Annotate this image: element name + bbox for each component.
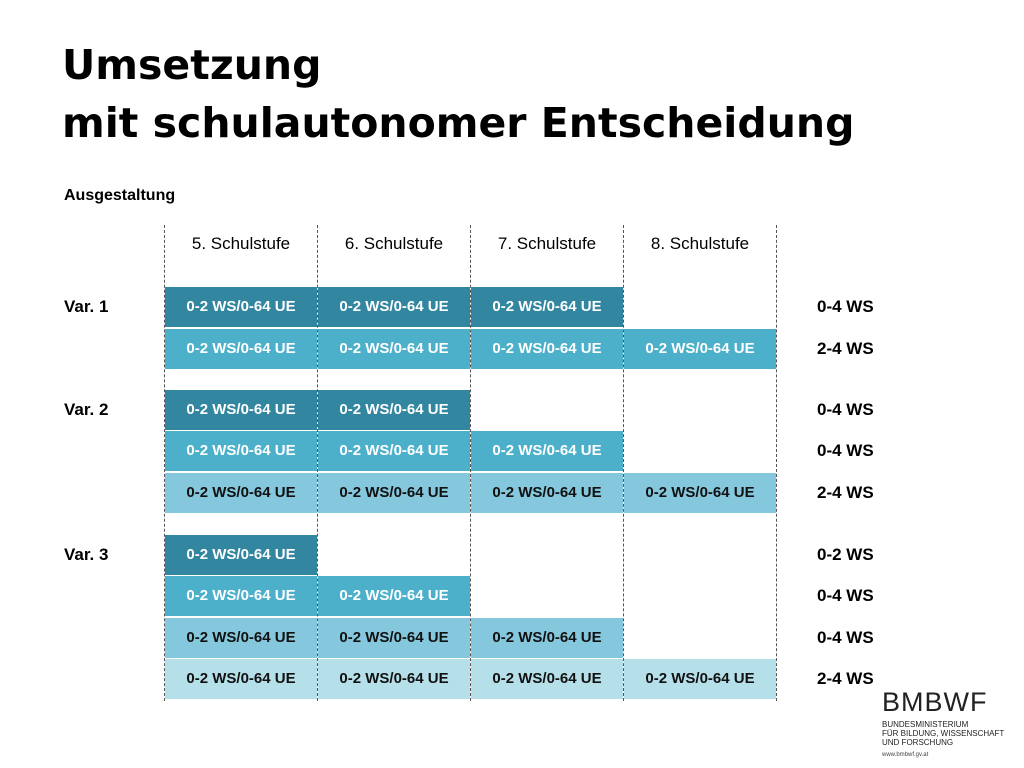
variant-label-3: Var. 3 [64, 545, 109, 564]
schedule-cell: 0-2 WS/0-64 UE [165, 659, 317, 699]
row-total: 2-4 WS [817, 339, 874, 358]
row-total: 0-4 WS [817, 297, 874, 316]
logo-wordmark: BMBWF [882, 687, 988, 717]
logo-url: www.bmbwf.gv.at [882, 752, 929, 758]
row-total: 0-2 WS [817, 545, 874, 564]
column-divider [623, 225, 624, 701]
schedule-cell: 0-2 WS/0-64 UE [471, 287, 623, 327]
schedule-cell: 0-2 WS/0-64 UE [471, 431, 623, 471]
column-header-5: 5. Schulstufe [191, 234, 291, 253]
schedule-cell: 0-2 WS/0-64 UE [318, 431, 470, 471]
schedule-cell: 0-2 WS/0-64 UE [165, 535, 317, 575]
schedule-cell: 0-2 WS/0-64 UE [624, 329, 776, 369]
row-total: 0-4 WS [817, 400, 874, 419]
title-line-2: mit schulautonomer Entscheidung [62, 99, 855, 147]
schedule-cell: 0-2 WS/0-64 UE [624, 473, 776, 513]
schedule-cell: 0-2 WS/0-64 UE [318, 576, 470, 616]
column-divider [776, 225, 777, 701]
logo-subtitle: BUNDESMINISTERIUM FÜR BILDUNG, WISSENSCH… [882, 720, 1004, 747]
column-header-6: 6. Schulstufe [344, 234, 444, 253]
schedule-cell: 0-2 WS/0-64 UE [165, 473, 317, 513]
column-header-8: 8. Schulstufe [650, 234, 750, 253]
schedule-cell: 0-2 WS/0-64 UE [165, 431, 317, 471]
bmbwf-logo: BMBWF BUNDESMINISTERIUM FÜR BILDUNG, WIS… [882, 688, 1004, 758]
row-total: 0-4 WS [817, 441, 874, 460]
schedule-cell: 0-2 WS/0-64 UE [165, 329, 317, 369]
schedule-cell: 0-2 WS/0-64 UE [624, 659, 776, 699]
schedule-cell: 0-2 WS/0-64 UE [471, 329, 623, 369]
row-total: 0-4 WS [817, 628, 874, 647]
title-line-1: Umsetzung [62, 41, 322, 89]
schedule-cell: 0-2 WS/0-64 UE [165, 287, 317, 327]
row-total: 0-4 WS [817, 586, 874, 605]
schedule-cell: 0-2 WS/0-64 UE [318, 618, 470, 658]
variant-label-1: Var. 1 [64, 297, 109, 316]
schedule-cell: 0-2 WS/0-64 UE [165, 618, 317, 658]
slide-title: Umsetzung mit schulautonomer Entscheidun… [62, 36, 854, 152]
schedule-cell: 0-2 WS/0-64 UE [471, 618, 623, 658]
schedule-cell: 0-2 WS/0-64 UE [318, 287, 470, 327]
section-heading: Ausgestaltung [64, 187, 176, 204]
schedule-cell: 0-2 WS/0-64 UE [318, 659, 470, 699]
row-total: 2-4 WS [817, 669, 874, 688]
schedule-cell: 0-2 WS/0-64 UE [165, 390, 317, 430]
column-divider [317, 225, 318, 701]
schedule-cell: 0-2 WS/0-64 UE [471, 659, 623, 699]
column-header-7: 7. Schulstufe [497, 234, 597, 253]
schedule-cell: 0-2 WS/0-64 UE [318, 390, 470, 430]
variant-label-2: Var. 2 [64, 400, 109, 419]
column-divider [470, 225, 471, 701]
schedule-cell: 0-2 WS/0-64 UE [318, 329, 470, 369]
schedule-cell: 0-2 WS/0-64 UE [318, 473, 470, 513]
column-divider [164, 225, 165, 701]
logo-subtitle-line: UND FORSCHUNG [882, 738, 954, 747]
row-total: 2-4 WS [817, 483, 874, 502]
logo-subtitle-line: FÜR BILDUNG, WISSENSCHAFT [882, 729, 1005, 738]
logo-subtitle-line: BUNDESMINISTERIUM [882, 720, 969, 729]
schedule-cell: 0-2 WS/0-64 UE [165, 576, 317, 616]
schedule-cell: 0-2 WS/0-64 UE [471, 473, 623, 513]
